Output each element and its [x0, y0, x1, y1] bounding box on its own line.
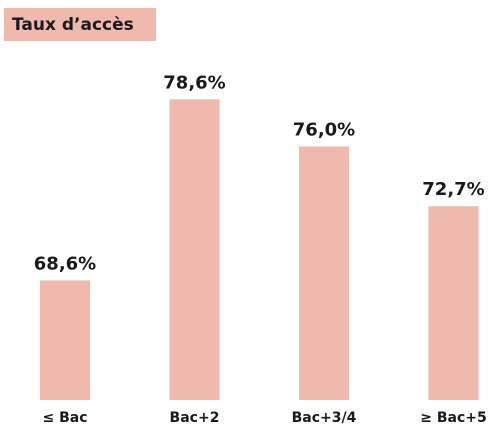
bar [40, 280, 90, 400]
x-tick-label: ≥ Bac+5 [420, 410, 487, 426]
title-box [4, 8, 156, 41]
value-label: 68,6% [34, 253, 96, 274]
x-tick-label: Bac+3/4 [292, 410, 357, 426]
value-label: 78,6% [163, 72, 225, 93]
value-label: 76,0% [293, 119, 355, 140]
bar [428, 206, 479, 400]
bar [299, 146, 349, 400]
bar [169, 99, 220, 400]
x-tick-label: Bac+2 [170, 410, 220, 426]
chart-title: Taux d’accès [12, 15, 134, 35]
x-tick-label: ≤ Bac [42, 410, 87, 426]
value-label: 72,7% [422, 179, 484, 200]
